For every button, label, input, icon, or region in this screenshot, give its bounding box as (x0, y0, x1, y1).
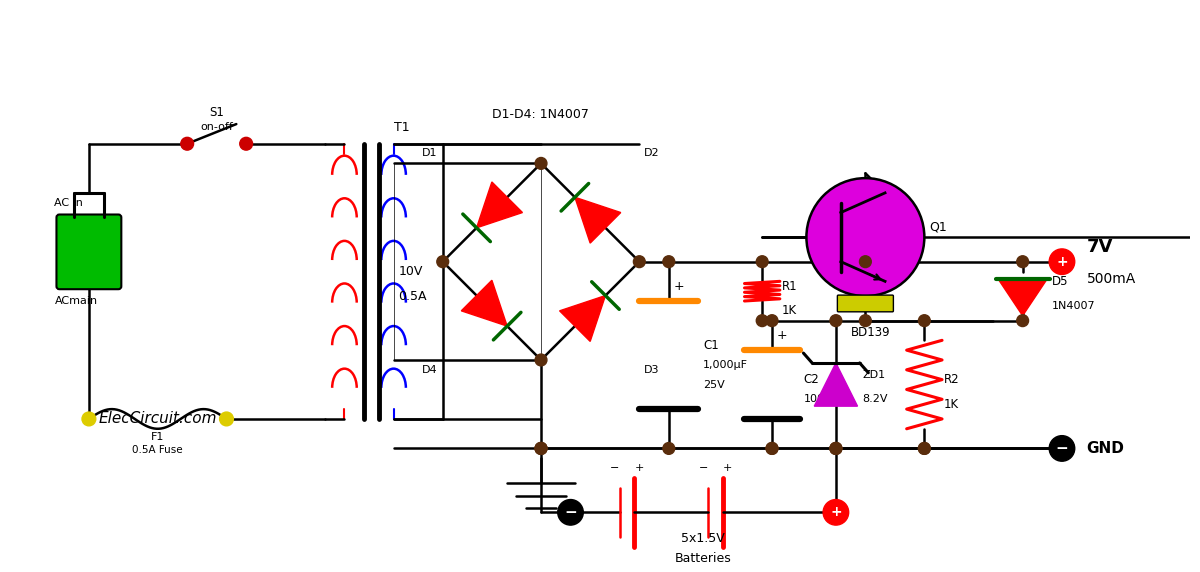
Text: −: − (610, 463, 619, 473)
Circle shape (806, 178, 924, 296)
Circle shape (220, 412, 233, 426)
Text: 8.2V: 8.2V (863, 394, 888, 404)
Circle shape (859, 315, 871, 327)
Polygon shape (559, 296, 606, 341)
Circle shape (181, 137, 193, 150)
Circle shape (1049, 249, 1075, 275)
Circle shape (240, 137, 252, 150)
Text: −: − (564, 505, 577, 520)
Circle shape (918, 315, 930, 327)
Text: −: − (698, 463, 708, 473)
Circle shape (766, 443, 778, 454)
Text: GND: GND (1086, 441, 1124, 456)
Text: BD139: BD139 (851, 325, 890, 339)
Circle shape (558, 499, 583, 525)
Text: +: + (673, 280, 684, 293)
Text: +: + (776, 329, 787, 342)
Circle shape (766, 315, 778, 327)
Circle shape (535, 443, 547, 454)
Circle shape (535, 443, 547, 454)
Text: 5x1.5V: 5x1.5V (682, 532, 725, 545)
Text: AC in: AC in (54, 198, 83, 208)
Text: +: + (724, 463, 732, 473)
Text: D2: D2 (644, 149, 660, 158)
Text: 100µF: 100µF (804, 394, 838, 404)
Polygon shape (815, 363, 858, 406)
Text: 1K: 1K (782, 304, 797, 317)
Polygon shape (461, 280, 508, 326)
Text: S1: S1 (209, 106, 224, 119)
Text: D4: D4 (422, 365, 438, 375)
Circle shape (1049, 436, 1075, 461)
Text: D3: D3 (644, 365, 660, 375)
Text: R1: R1 (782, 280, 798, 293)
Text: ZD1: ZD1 (863, 370, 886, 380)
Text: 1K: 1K (944, 398, 959, 411)
Text: ACmain: ACmain (54, 296, 97, 306)
Text: 0.5A: 0.5A (398, 289, 427, 303)
Text: +: + (1056, 255, 1068, 269)
Circle shape (662, 443, 674, 454)
Circle shape (634, 256, 646, 268)
Circle shape (918, 443, 930, 454)
Text: D1: D1 (422, 149, 438, 158)
Text: −: − (1056, 441, 1068, 456)
Circle shape (535, 157, 547, 169)
Text: F1: F1 (151, 432, 164, 442)
Circle shape (766, 443, 778, 454)
Circle shape (1016, 256, 1028, 268)
Text: D5: D5 (1052, 275, 1069, 288)
Circle shape (756, 315, 768, 327)
Text: +: + (635, 463, 644, 473)
Text: 10V: 10V (398, 265, 422, 278)
Text: Q1: Q1 (929, 221, 947, 234)
Text: ElecCircuit.com: ElecCircuit.com (98, 411, 217, 427)
Circle shape (918, 443, 930, 454)
Text: R2: R2 (944, 373, 960, 386)
Text: 500mA: 500mA (1086, 272, 1135, 287)
FancyBboxPatch shape (838, 295, 893, 312)
Circle shape (823, 499, 848, 525)
Text: C2: C2 (804, 373, 820, 386)
Text: +: + (830, 505, 841, 519)
Text: 7V: 7V (1086, 238, 1112, 256)
Circle shape (535, 354, 547, 366)
Text: on-off: on-off (200, 122, 233, 132)
Text: D1-D4: 1N4007: D1-D4: 1N4007 (492, 108, 589, 121)
Circle shape (830, 315, 841, 327)
Text: C1: C1 (703, 339, 719, 352)
Circle shape (830, 443, 841, 454)
Text: T1: T1 (394, 121, 409, 134)
Circle shape (535, 443, 547, 454)
Circle shape (830, 443, 841, 454)
Polygon shape (476, 182, 522, 228)
Polygon shape (998, 279, 1048, 316)
Polygon shape (575, 197, 620, 243)
Text: 1,000µF: 1,000µF (703, 360, 749, 370)
Circle shape (662, 256, 674, 268)
Circle shape (756, 256, 768, 268)
Circle shape (1016, 315, 1028, 327)
Circle shape (437, 256, 449, 268)
Circle shape (82, 412, 96, 426)
FancyBboxPatch shape (56, 214, 121, 289)
Text: 25V: 25V (703, 380, 725, 390)
Text: Batteries: Batteries (674, 551, 732, 565)
Text: 1N4007: 1N4007 (1052, 301, 1096, 311)
Text: 0.5A Fuse: 0.5A Fuse (132, 444, 184, 455)
Circle shape (859, 256, 871, 268)
Circle shape (830, 443, 841, 454)
